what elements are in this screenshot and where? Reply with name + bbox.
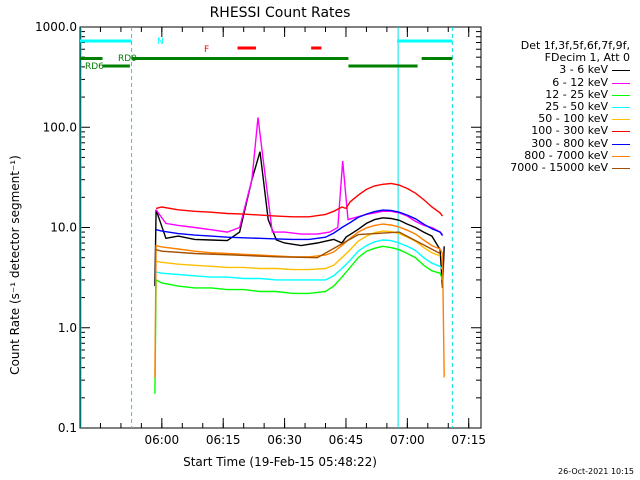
legend-entry: 800 - 7000 keV xyxy=(476,148,636,162)
saa-label: N xyxy=(157,37,164,47)
series-line-1 xyxy=(155,117,444,236)
y-tick-label: 10.0 xyxy=(50,221,77,235)
legend-label: 25 - 50 keV xyxy=(545,99,608,113)
legend-swatch xyxy=(612,167,630,169)
legend-entry: 25 - 50 keV xyxy=(476,99,636,113)
y-tick-label: 100.0 xyxy=(43,120,77,134)
legend-entry: 300 - 800 keV xyxy=(476,136,636,150)
x-tick-label: 06:45 xyxy=(329,433,364,447)
x-tick-label: 07:15 xyxy=(451,433,486,447)
legend-swatch xyxy=(612,143,630,145)
night-label-rd0: RD0 xyxy=(118,54,137,64)
series-line-5 xyxy=(155,182,444,218)
series-line-0 xyxy=(154,151,445,288)
night-label-rd6: RD6 xyxy=(85,62,104,72)
series-line-8 xyxy=(155,231,441,259)
flare-label: F xyxy=(204,45,209,55)
series-line-2 xyxy=(154,245,444,394)
legend-swatch xyxy=(612,155,630,157)
legend-swatch xyxy=(612,119,630,121)
legend-entry: 7000 - 15000 keV xyxy=(476,160,636,174)
legend-label: 300 - 800 keV xyxy=(531,136,608,150)
legend: Det 1f,3f,5f,6f,7f,9f, FDecim 1, Att 0 3… xyxy=(476,39,636,174)
legend-entry: 3 - 6 keV xyxy=(476,64,636,76)
legend-label: 6 - 12 keV xyxy=(552,75,608,89)
series-line-6 xyxy=(155,209,444,241)
legend-label: 50 - 100 keV xyxy=(538,112,608,126)
y-tick-label: 1000.0 xyxy=(35,20,77,34)
legend-header-detectors: Det 1f,3f,5f,6f,7f,9f, xyxy=(520,39,630,52)
chart-title: RHESSI Count Rates xyxy=(210,5,351,21)
legend-label: 100 - 300 keV xyxy=(531,124,608,138)
series-line-4 xyxy=(155,230,441,271)
legend-entry: 50 - 100 keV xyxy=(476,112,636,126)
plot-frame xyxy=(79,26,482,429)
series-line-3 xyxy=(155,239,444,281)
x-axis-label: Start Time (19-Feb-15 05:48:22) xyxy=(183,455,377,469)
legend-header-decimation: FDecim 1, Att 0 xyxy=(544,51,630,65)
legend-label: 12 - 25 keV xyxy=(545,87,608,101)
legend-swatch xyxy=(612,106,630,108)
legend-swatch xyxy=(612,70,630,72)
x-tick-label: 07:00 xyxy=(390,433,425,447)
legend-swatch xyxy=(612,131,630,133)
y-axis-label: Count Rate (s⁻¹ detector segment⁻¹) xyxy=(8,155,22,375)
legend-entries: 3 - 6 keV 6 - 12 keV 12 - 25 keV 25 - 50 ke… xyxy=(476,64,636,174)
x-tick-label: 06:00 xyxy=(145,433,180,447)
x-tick-label: 06:15 xyxy=(206,433,241,447)
legend-label: 7000 - 15000 keV xyxy=(510,160,608,174)
plot-area: 0.1 1.0 10.0 100.0 1000.0 06:00 06:15 06:30 06:4… xyxy=(35,20,486,447)
legend-entry: 12 - 25 keV xyxy=(476,87,636,101)
y-tick-label: 0.1 xyxy=(58,421,77,435)
legend-entry: 100 - 300 keV xyxy=(476,125,636,137)
legend-label: 800 - 7000 keV xyxy=(524,148,608,162)
timestamp: 26-Oct-2021 10:15 xyxy=(558,467,634,476)
legend-swatch xyxy=(612,82,630,84)
legend-label: 3 - 6 keV xyxy=(559,63,608,77)
x-tick-label: 06:30 xyxy=(267,433,302,447)
legend-swatch xyxy=(612,94,630,96)
series-line-7 xyxy=(154,223,445,378)
y-tick-label: 1.0 xyxy=(58,321,77,335)
legend-entry: 6 - 12 keV xyxy=(476,75,636,89)
